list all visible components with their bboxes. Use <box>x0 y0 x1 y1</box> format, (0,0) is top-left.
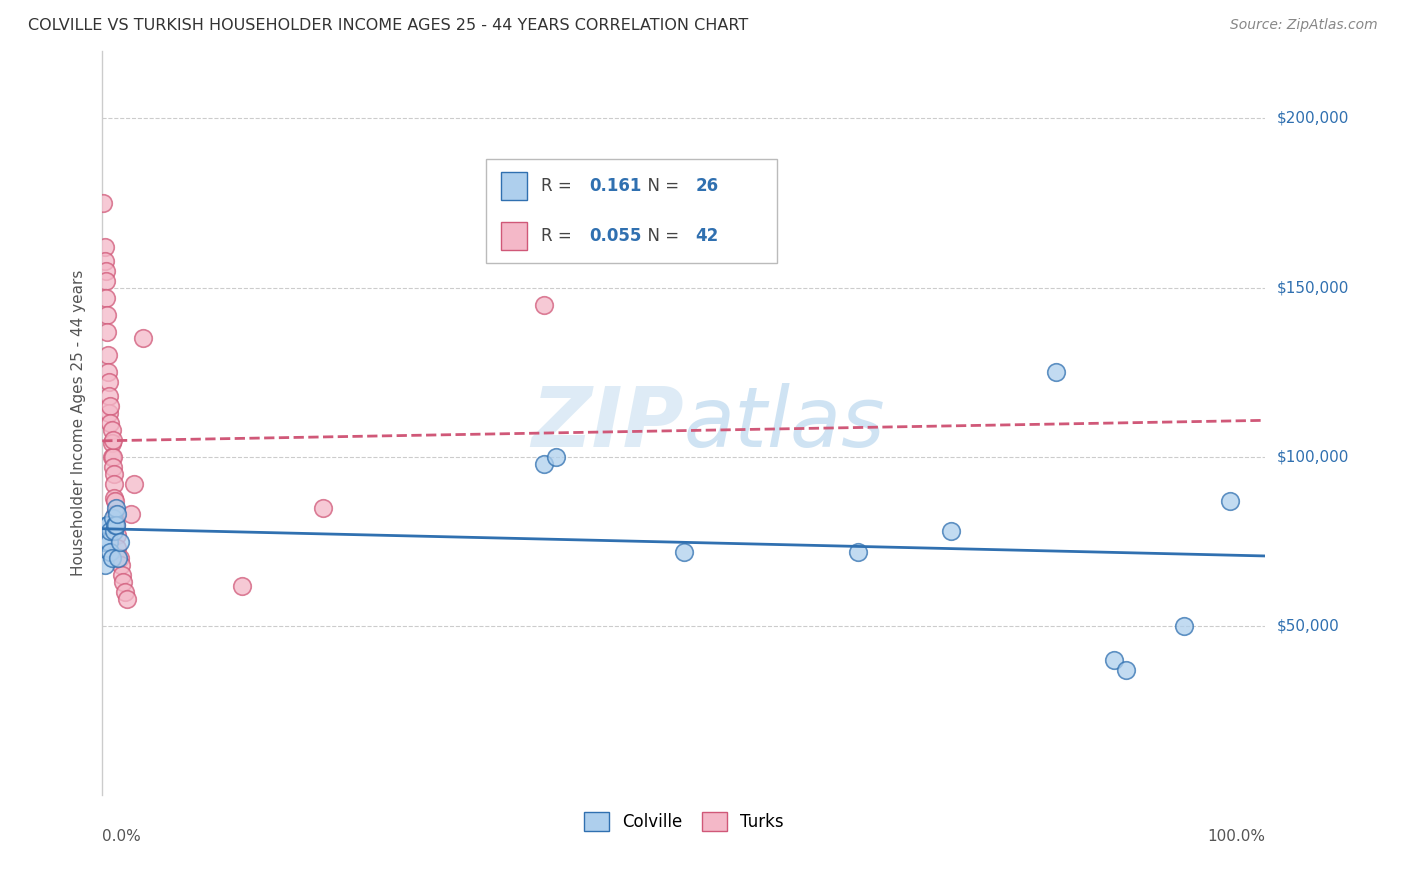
Text: 26: 26 <box>696 177 718 194</box>
Point <box>312 500 335 515</box>
Point <box>1102 653 1125 667</box>
Point <box>105 528 128 542</box>
Point <box>97 365 120 379</box>
Point <box>120 508 142 522</box>
Point <box>100 423 122 437</box>
Point <box>101 433 124 447</box>
Point <box>111 568 134 582</box>
Point <box>93 196 115 211</box>
Point <box>112 575 135 590</box>
Point <box>96 308 118 322</box>
Point <box>846 544 869 558</box>
Point <box>98 416 121 430</box>
Point <box>98 389 121 403</box>
Point <box>94 274 117 288</box>
Point <box>98 524 121 539</box>
Point <box>98 376 121 390</box>
Point <box>103 477 125 491</box>
Y-axis label: Householder Income Ages 25 - 44 years: Householder Income Ages 25 - 44 years <box>72 270 86 576</box>
Point <box>98 534 121 549</box>
Point <box>1219 494 1241 508</box>
Point <box>103 524 125 539</box>
Point <box>104 494 127 508</box>
Point <box>100 436 122 450</box>
Point <box>108 551 131 566</box>
Point <box>105 508 128 522</box>
Text: R =: R = <box>541 227 576 245</box>
Point <box>105 541 128 556</box>
FancyBboxPatch shape <box>501 171 527 200</box>
Point <box>97 348 120 362</box>
Point <box>231 578 253 592</box>
Point <box>105 500 128 515</box>
Text: ZIP: ZIP <box>531 383 683 464</box>
Text: $100,000: $100,000 <box>1277 450 1348 465</box>
Point <box>94 263 117 277</box>
Point <box>1045 365 1067 379</box>
Point <box>132 331 155 345</box>
Text: Source: ZipAtlas.com: Source: ZipAtlas.com <box>1230 18 1378 32</box>
Text: $200,000: $200,000 <box>1277 111 1348 126</box>
Point <box>941 524 963 539</box>
Point <box>100 551 122 566</box>
Point <box>94 291 117 305</box>
Text: 0.161: 0.161 <box>589 177 643 194</box>
Text: N =: N = <box>637 227 685 245</box>
Point <box>101 511 124 525</box>
Text: $50,000: $50,000 <box>1277 619 1339 633</box>
Point <box>100 450 122 464</box>
Point <box>1173 619 1195 633</box>
Point <box>1115 663 1137 677</box>
Text: COLVILLE VS TURKISH HOUSEHOLDER INCOME AGES 25 - 44 YEARS CORRELATION CHART: COLVILLE VS TURKISH HOUSEHOLDER INCOME A… <box>28 18 748 33</box>
Point <box>533 297 555 311</box>
Point <box>107 551 129 566</box>
Text: R =: R = <box>541 177 576 194</box>
Point <box>533 457 555 471</box>
Point <box>105 517 128 532</box>
Point <box>103 467 125 481</box>
Point <box>110 558 132 573</box>
Text: 100.0%: 100.0% <box>1208 829 1265 844</box>
Point <box>108 534 131 549</box>
Point <box>93 558 115 573</box>
Point <box>114 585 136 599</box>
Point <box>115 592 138 607</box>
FancyBboxPatch shape <box>486 159 778 263</box>
Text: 0.055: 0.055 <box>589 227 643 245</box>
Point <box>97 517 120 532</box>
Text: $150,000: $150,000 <box>1277 280 1348 295</box>
Text: N =: N = <box>637 177 685 194</box>
Point <box>104 508 127 522</box>
Point <box>104 517 127 532</box>
Point <box>122 477 145 491</box>
Point <box>96 325 118 339</box>
Point <box>93 253 115 268</box>
Point <box>107 551 129 566</box>
Text: 0.0%: 0.0% <box>103 829 141 844</box>
Legend: Colville, Turks: Colville, Turks <box>575 804 793 839</box>
Point <box>96 517 118 532</box>
Point <box>544 450 567 464</box>
Point <box>101 450 124 464</box>
FancyBboxPatch shape <box>501 222 527 251</box>
Point <box>103 491 125 505</box>
Point <box>93 240 115 254</box>
Point <box>672 544 695 558</box>
Point <box>98 544 121 558</box>
Point <box>98 399 121 413</box>
Point <box>98 406 121 420</box>
Point <box>93 534 115 549</box>
Point <box>101 460 124 475</box>
Text: atlas: atlas <box>683 383 886 464</box>
Text: 42: 42 <box>696 227 718 245</box>
Point <box>105 517 128 532</box>
